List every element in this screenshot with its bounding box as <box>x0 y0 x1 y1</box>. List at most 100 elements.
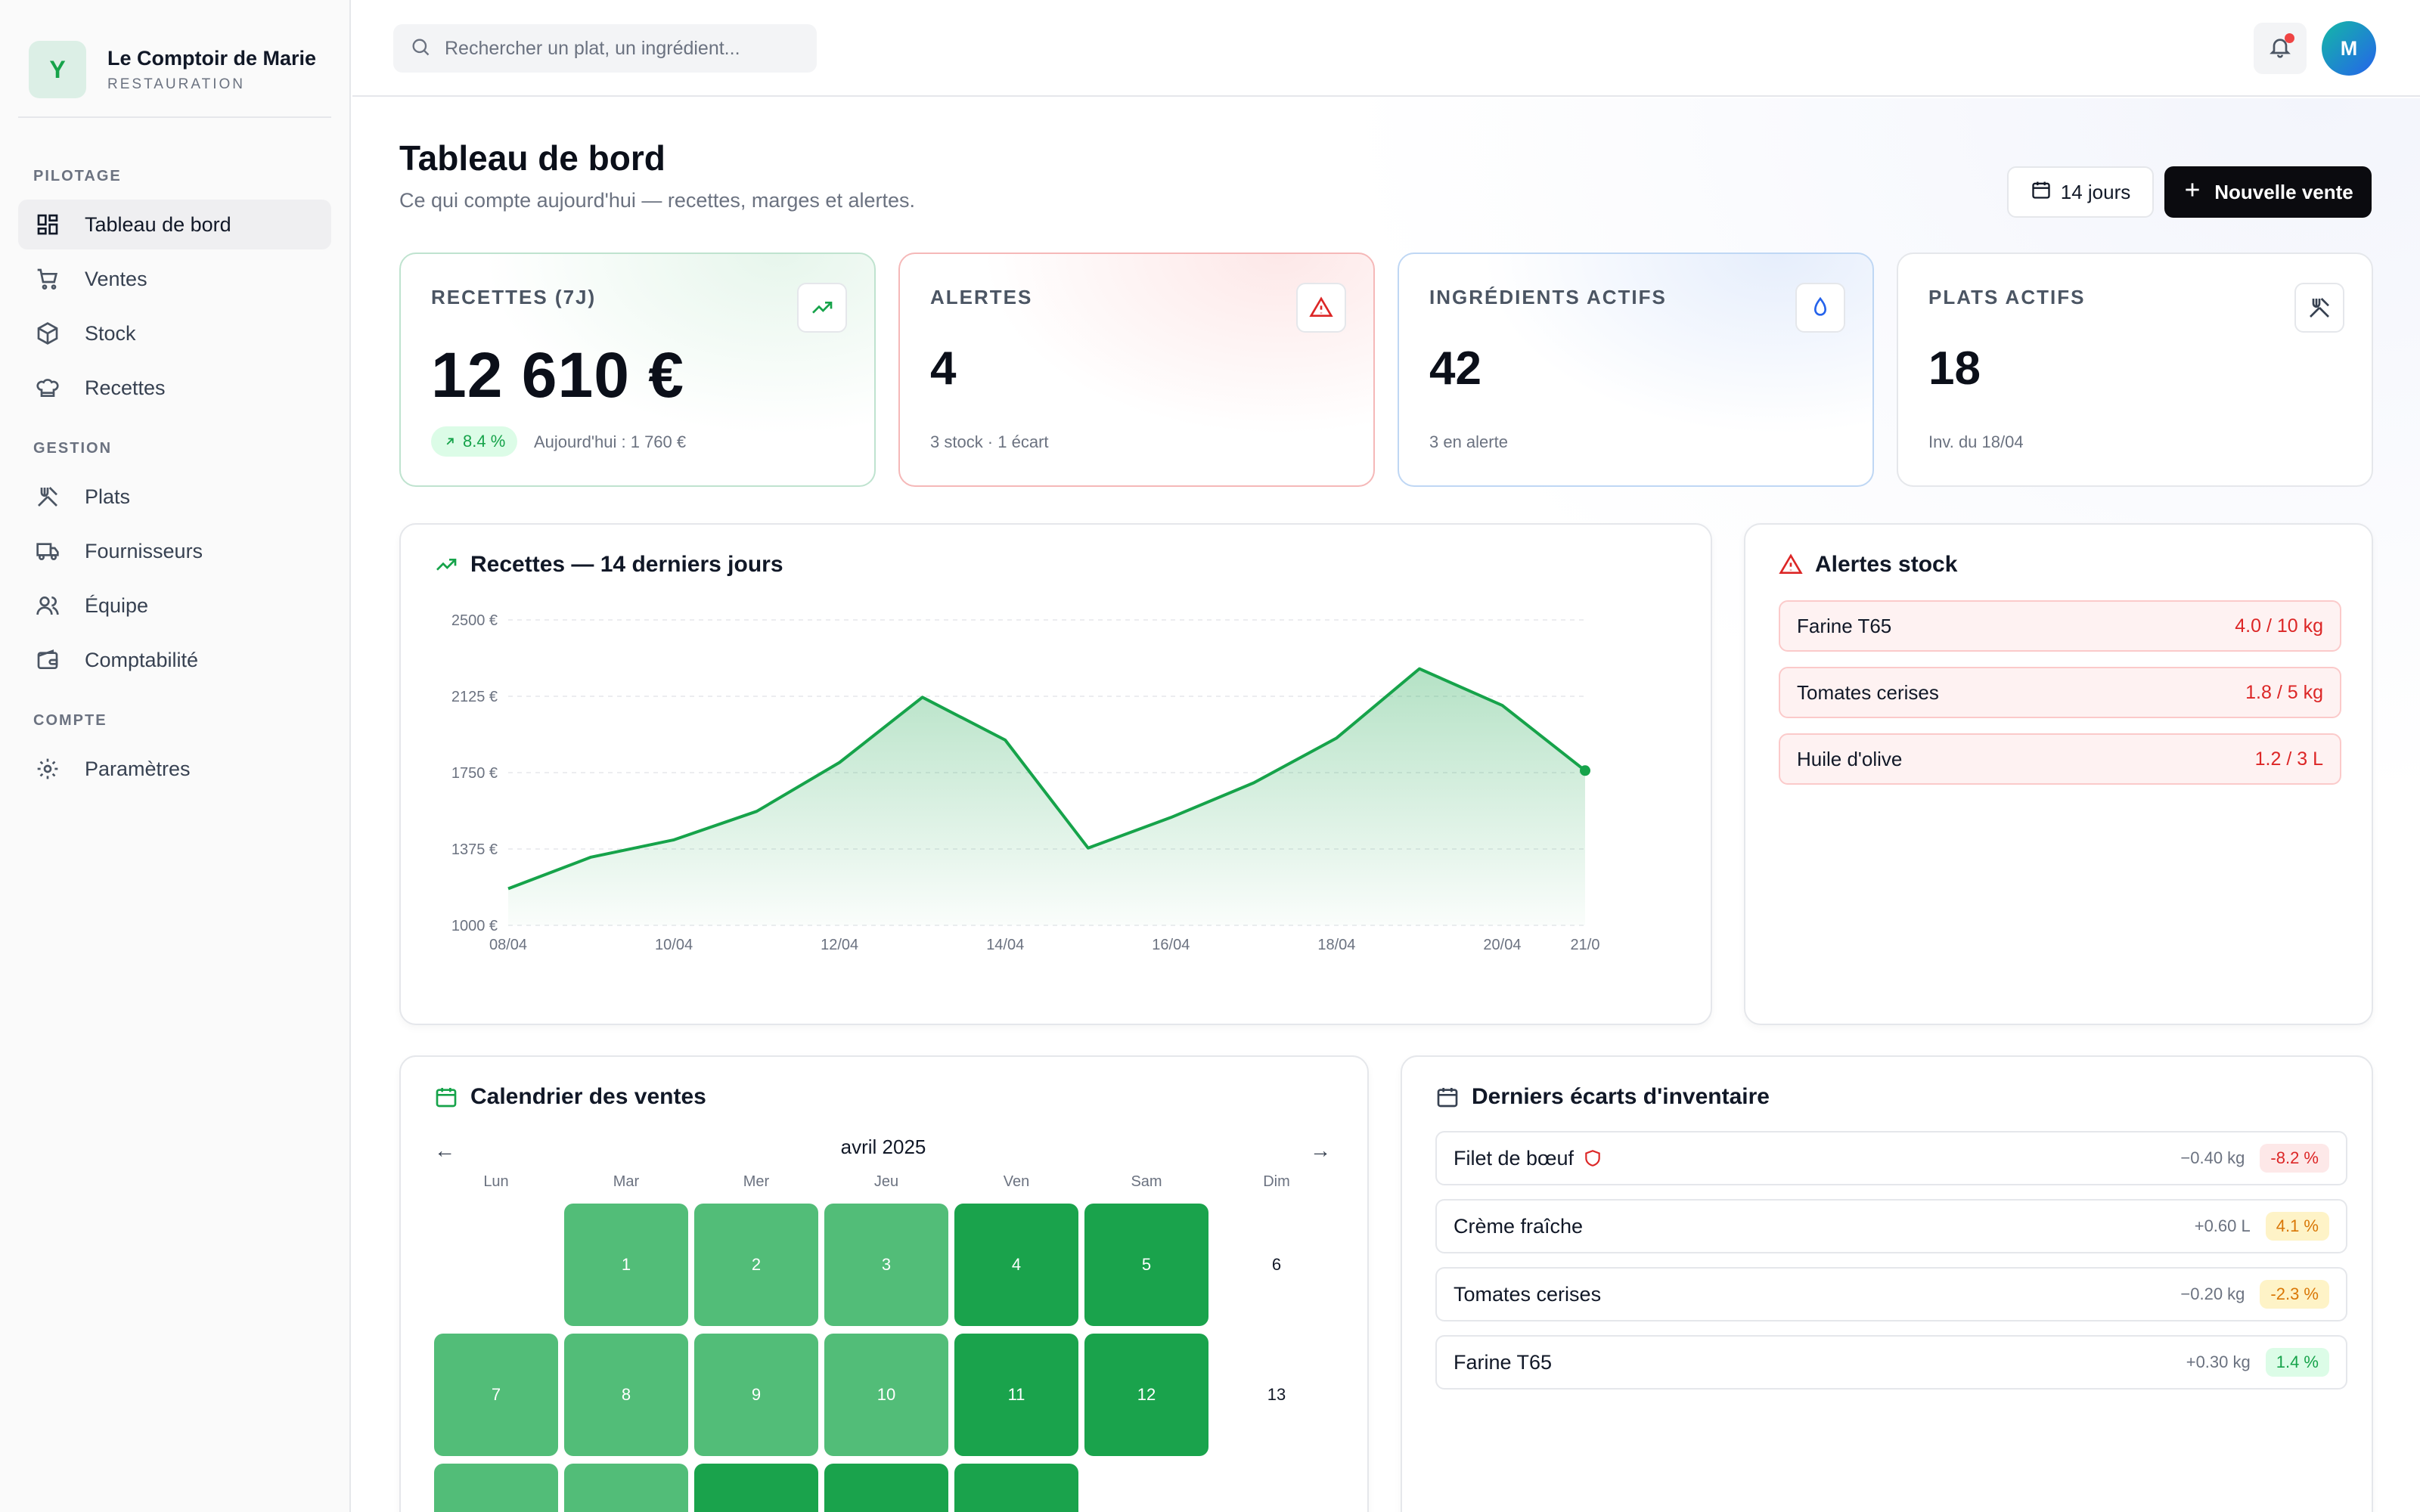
calendar-day[interactable]: 1 <box>564 1204 688 1326</box>
calendar-day <box>434 1204 558 1326</box>
new-sale-button[interactable]: Nouvelle vente <box>2164 166 2372 218</box>
calendar-day[interactable]: 12 <box>1084 1334 1208 1456</box>
stock-alert-row[interactable]: Tomates cerises 1.8 / 5 kg <box>1779 667 2341 718</box>
card-title: Recettes — 14 derniers jours <box>434 552 783 578</box>
sidebar-item-equipe[interactable]: Équipe <box>18 581 331 631</box>
calendar-day[interactable]: 3 <box>824 1204 948 1326</box>
gap-quantity: +0.30 kg <box>2186 1352 2251 1371</box>
calendar-month: avril 2025 <box>840 1136 926 1158</box>
growth-badge: 8.4 % <box>431 426 518 457</box>
sidebar-item-parametres[interactable]: Paramètres <box>18 744 331 794</box>
truck-icon <box>35 538 60 564</box>
sidebar-item-plats[interactable]: Plats <box>18 472 331 522</box>
avatar[interactable]: M <box>2322 21 2376 76</box>
sidebar-item-label: Équipe <box>85 593 149 617</box>
card-title: Calendrier des ventes <box>434 1084 706 1110</box>
calendar-day[interactable] <box>694 1464 818 1512</box>
calendar-day[interactable]: 4 <box>954 1204 1078 1326</box>
card-title-text: Alertes stock <box>1815 552 1958 577</box>
search-input[interactable] <box>445 37 808 60</box>
calendar-day[interactable]: 11 <box>954 1334 1078 1456</box>
plus-icon <box>2183 180 2214 205</box>
notification-dot <box>2285 33 2294 43</box>
sidebar-item-label: Comptabilité <box>85 648 199 671</box>
kpi-card-recettes: RECETTES (7J) 12 610 € 8.4 % Aujourd'hui… <box>399 253 876 487</box>
calendar-prev-button[interactable]: ← <box>434 1139 455 1162</box>
sidebar-item-dashboard[interactable]: Tableau de bord <box>18 200 331 249</box>
kpi-label: ALERTES <box>930 286 1033 308</box>
revenue-chart-card: Recettes — 14 derniers jours 2500 € 2125 … <box>399 523 1712 1025</box>
kpi-label: RECETTES (7J) <box>431 286 597 308</box>
sidebar-item-label: Recettes <box>85 376 166 399</box>
y-tick-label: 2125 € <box>451 689 498 705</box>
shield-icon <box>1585 1150 1600 1167</box>
calendar-day[interactable] <box>824 1464 948 1512</box>
x-tick-label: 18/04 <box>1317 937 1355 953</box>
kpi-label: INGRÉDIENTS ACTIFS <box>1429 286 1667 308</box>
nav-section-pilotage: PILOTAGE <box>33 168 122 184</box>
calendar-day[interactable]: 2 <box>694 1204 818 1326</box>
stock-alert-row[interactable]: Huile d'olive 1.2 / 3 L <box>1779 733 2341 785</box>
stock-level: 1.8 / 5 kg <box>2245 681 2323 703</box>
ingredient-name: Tomates cerises <box>1454 1282 1602 1306</box>
calendar-day[interactable] <box>954 1464 1078 1512</box>
card-title-text: Calendrier des ventes <box>470 1084 706 1109</box>
x-tick-label: 14/04 <box>986 937 1024 953</box>
calendar-day[interactable]: 13 <box>1267 1385 1286 1404</box>
brand[interactable]: Y Le Comptoir de Marie RESTAURATION <box>29 41 316 98</box>
sidebar-item-comptabilite[interactable]: Comptabilité <box>18 635 331 685</box>
calendar-day[interactable]: 5 <box>1084 1204 1208 1326</box>
alert-triangle-icon <box>1296 283 1346 333</box>
card-title: Alertes stock <box>1779 552 1957 578</box>
inventory-row[interactable]: Filet de bœuf −0.40 kg -8.2 % <box>1435 1131 2347 1185</box>
notifications-button[interactable] <box>2254 23 2307 74</box>
calendar-day[interactable]: 9 <box>694 1334 818 1456</box>
sidebar-item-label: Ventes <box>85 267 147 290</box>
inventory-row[interactable]: Tomates cerises −0.20 kg -2.3 % <box>1435 1267 2347 1321</box>
calendar-day[interactable]: 10 <box>824 1334 948 1456</box>
calendar-day[interactable]: 7 <box>434 1334 558 1456</box>
bell-icon <box>2268 35 2292 63</box>
alert-triangle-icon <box>1779 553 1803 574</box>
gap-quantity: −0.40 kg <box>2180 1148 2245 1167</box>
calendar-day[interactable]: 6 <box>1271 1255 1282 1274</box>
ingredient-name: Crème fraîche <box>1454 1214 1584 1238</box>
search-box[interactable] <box>393 24 817 73</box>
weekday-header: Mer <box>743 1173 770 1190</box>
gap-percent-badge: -2.3 % <box>2260 1280 2329 1309</box>
calendar-day[interactable]: 8 <box>564 1334 688 1456</box>
card-title-text: Recettes — 14 derniers jours <box>470 552 783 577</box>
ingredient-name: Tomates cerises <box>1797 680 1939 704</box>
stock-level: 4.0 / 10 kg <box>2235 615 2323 637</box>
calendar-icon <box>1437 1088 1458 1108</box>
sidebar-item-stock[interactable]: Stock <box>18 308 331 358</box>
kpi-value: 42 <box>1429 342 1481 395</box>
weekday-header: Sam <box>1131 1173 1162 1190</box>
sidebar-item-fournisseurs[interactable]: Fournisseurs <box>18 526 331 576</box>
gap-quantity: −0.20 kg <box>2180 1284 2245 1303</box>
calendar-next-button[interactable]: → <box>1310 1139 1331 1162</box>
date-range-button[interactable]: 14 jours <box>2007 166 2154 218</box>
x-tick-label: 21/0 <box>1571 937 1600 953</box>
ingredient-name: Farine T65 <box>1797 614 1892 637</box>
users-icon <box>35 593 60 618</box>
stock-alert-row[interactable]: Farine T65 4.0 / 10 kg <box>1779 600 2341 652</box>
sidebar-item-ventes[interactable]: Ventes <box>18 254 331 304</box>
inventory-row[interactable]: Crème fraîche +0.60 L 4.1 % <box>1435 1199 2347 1253</box>
stock-alerts-card: Alertes stock Farine T65 4.0 / 10 kg Tom… <box>1744 523 2373 1025</box>
new-sale-label: Nouvelle vente <box>2214 180 2353 203</box>
sidebar-item-label: Tableau de bord <box>85 212 231 236</box>
box-icon <box>35 321 60 346</box>
sidebar-item-recettes[interactable]: Recettes <box>18 363 331 413</box>
sidebar: Y Le Comptoir de Marie RESTAURATION PILO… <box>0 0 351 1512</box>
brand-name: Le Comptoir de Marie <box>107 46 317 70</box>
calendar-day[interactable] <box>564 1464 688 1512</box>
x-tick-label: 16/04 <box>1152 937 1190 953</box>
kpi-label: PLATS ACTIFS <box>1928 286 2086 308</box>
calendar-day[interactable] <box>434 1464 558 1512</box>
calendar-icon <box>436 1088 457 1108</box>
droplet-icon <box>1795 283 1845 333</box>
brand-subtitle: RESTAURATION <box>107 76 246 92</box>
inventory-row[interactable]: Farine T65 +0.30 kg 1.4 % <box>1435 1335 2347 1390</box>
weekday-header: Lun <box>483 1173 509 1190</box>
